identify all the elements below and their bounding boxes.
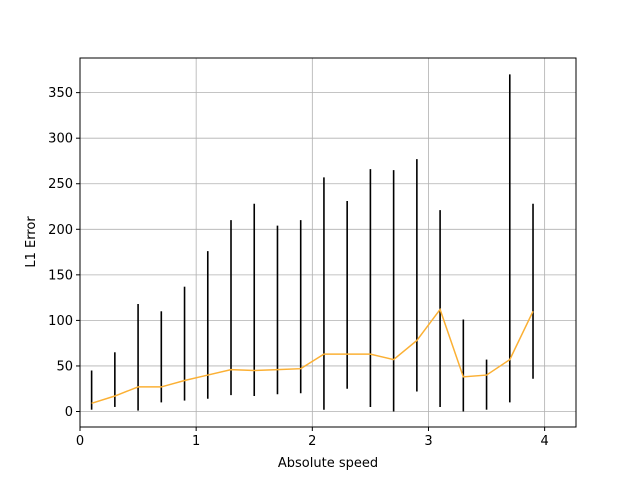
- x-tick-label: 3: [424, 434, 432, 449]
- x-tick-label: 1: [192, 434, 200, 449]
- x-tick-label: 0: [76, 434, 84, 449]
- y-tick-label: 100: [48, 314, 73, 329]
- mean-line: [91, 307, 534, 405]
- y-tick-label: 350: [48, 86, 73, 101]
- x-axis-label: Absolute speed: [278, 456, 378, 471]
- plot-background: [80, 58, 576, 427]
- y-axis-label: L1 Error: [24, 216, 39, 268]
- y-tick-label: 50: [56, 359, 73, 374]
- y-tick-label: 250: [48, 177, 73, 192]
- y-tick-label: 150: [48, 268, 73, 283]
- y-tick-label: 300: [48, 132, 73, 147]
- grid: [79, 58, 576, 427]
- x-tick-label: 4: [540, 434, 548, 449]
- y-tick-label: 0: [65, 405, 73, 420]
- x-tick-label: 2: [308, 434, 316, 449]
- x-axis-ticks: 0 1 2 3 4: [76, 427, 549, 449]
- plot-frame: [79, 57, 577, 428]
- spread-bars: [90, 74, 534, 412]
- y-tick-label: 200: [48, 223, 73, 238]
- y-axis-ticks: 0 50 100 150 200 250 300 350: [48, 86, 80, 420]
